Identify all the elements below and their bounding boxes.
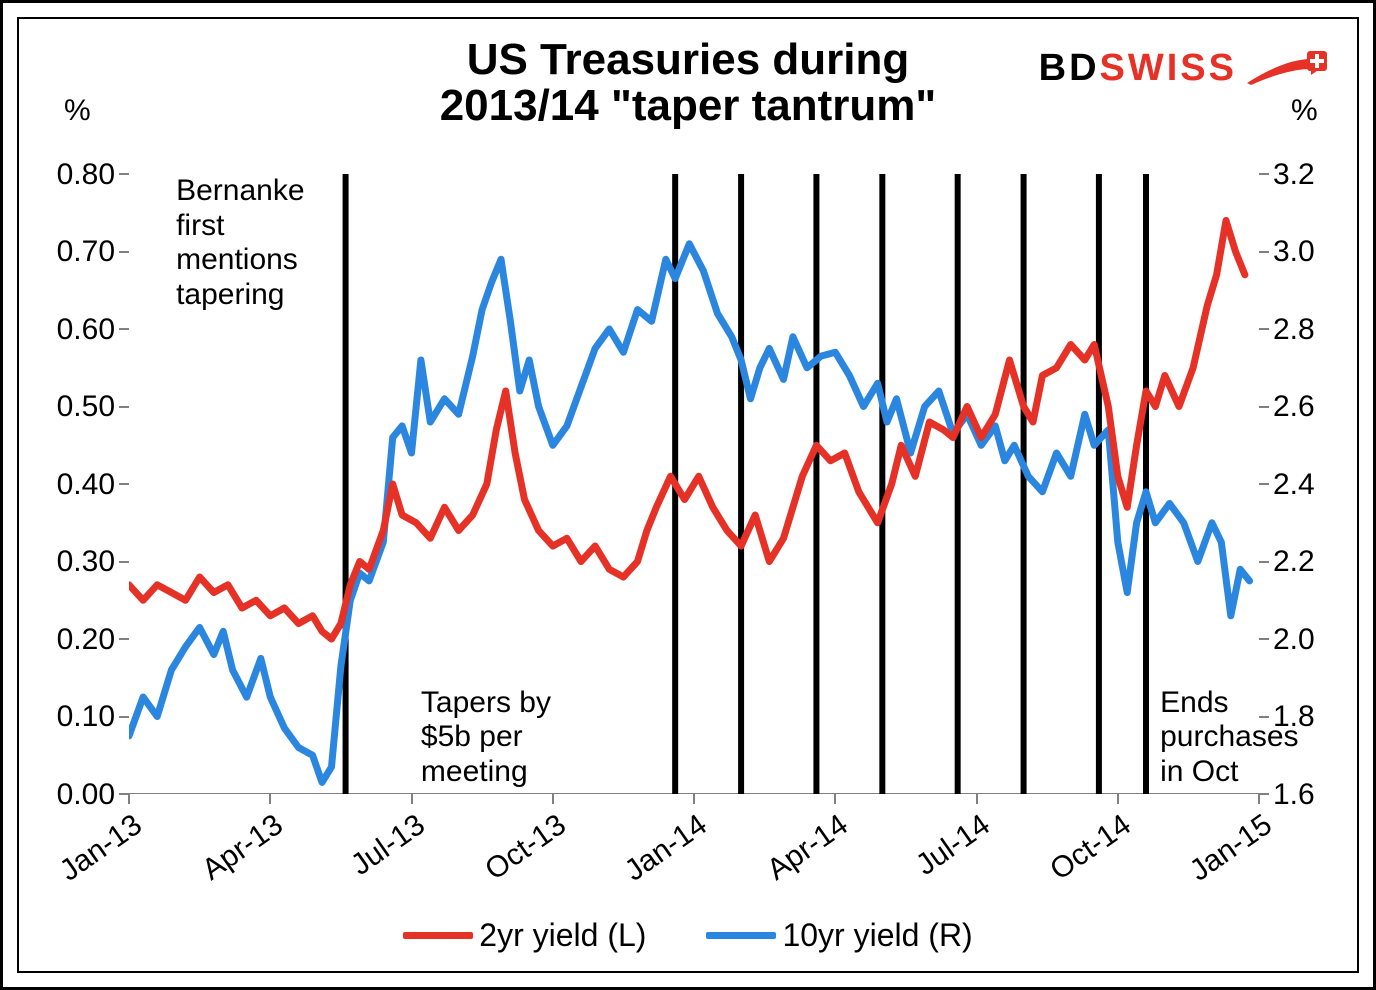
y-left-tick bbox=[119, 406, 129, 408]
y-right-tick bbox=[1259, 328, 1269, 330]
annotation-bernanke: Bernanke first mentions tapering bbox=[176, 174, 304, 312]
y-right-tick bbox=[1259, 793, 1269, 795]
y-left-tick-label: 0.20 bbox=[57, 623, 115, 657]
y-right-tick bbox=[1259, 173, 1269, 175]
y-left-tick bbox=[119, 251, 129, 253]
title-line-2: 2013/14 "taper tantrum" bbox=[19, 83, 1357, 129]
y-left-tick-label: 0.10 bbox=[57, 700, 115, 734]
y-left-tick-label: 0.30 bbox=[57, 545, 115, 579]
x-tick-label: Jan-15 bbox=[1259, 808, 1279, 836]
y-right-tick-label: 2.8 bbox=[1273, 313, 1315, 347]
y-left-tick-label: 0.50 bbox=[57, 390, 115, 424]
brand-swoosh-icon bbox=[1245, 49, 1329, 89]
y-right-tick bbox=[1259, 638, 1269, 640]
annotation-tapers: Tapers by $5b per meeting bbox=[421, 686, 551, 790]
series-10yr bbox=[129, 244, 1250, 783]
y-left-tick-label: 0.00 bbox=[57, 778, 115, 812]
x-tick-label: Oct-14 bbox=[1118, 808, 1138, 836]
legend-label-10y: 10yr yield (R) bbox=[782, 917, 972, 954]
y-right-tick-label: 2.2 bbox=[1273, 545, 1315, 579]
annotation-ends: Ends purchases in Oct bbox=[1160, 686, 1298, 790]
brand-text-swiss: SWISS bbox=[1100, 47, 1237, 90]
x-tick bbox=[552, 794, 554, 804]
y-left-tick bbox=[119, 638, 129, 640]
y-right-tick-label: 2.6 bbox=[1273, 390, 1315, 424]
legend-swatch-10y bbox=[706, 932, 776, 939]
y-left-tick bbox=[119, 173, 129, 175]
chart-frame: US Treasuries during 2013/14 "taper tant… bbox=[17, 17, 1359, 973]
y-right-tick-label: 2.4 bbox=[1273, 468, 1315, 502]
brand-text-bd: BD bbox=[1039, 47, 1100, 90]
x-tick-label: Apr-13 bbox=[270, 808, 290, 836]
y-right-tick bbox=[1259, 406, 1269, 408]
y-left-tick bbox=[119, 716, 129, 718]
x-tick bbox=[834, 794, 836, 804]
right-axis-unit: % bbox=[1291, 94, 1318, 128]
y-right-tick bbox=[1259, 561, 1269, 563]
x-tick-label: Jul-13 bbox=[412, 808, 432, 836]
x-tick-label: Jan-14 bbox=[694, 808, 714, 836]
x-tick bbox=[693, 794, 695, 804]
y-left-tick-label: 0.40 bbox=[57, 468, 115, 502]
y-left-tick-label: 0.70 bbox=[57, 235, 115, 269]
y-right-tick bbox=[1259, 251, 1269, 253]
y-left-tick-label: 0.80 bbox=[57, 158, 115, 192]
x-tick-label: Apr-14 bbox=[835, 808, 855, 836]
legend-label-2y: 2yr yield (L) bbox=[479, 917, 646, 954]
y-left-tick bbox=[119, 561, 129, 563]
y-right-tick-label: 3.0 bbox=[1273, 235, 1315, 269]
legend-item-10y: 10yr yield (R) bbox=[706, 917, 972, 954]
x-tick bbox=[128, 794, 130, 804]
x-tick-label: Jul-14 bbox=[977, 808, 997, 836]
x-tick bbox=[269, 794, 271, 804]
y-right-tick-label: 3.2 bbox=[1273, 158, 1315, 192]
left-axis-unit: % bbox=[64, 94, 91, 128]
y-left-tick bbox=[119, 483, 129, 485]
outer-frame: US Treasuries during 2013/14 "taper tant… bbox=[0, 0, 1376, 990]
legend: 2yr yield (L) 10yr yield (R) bbox=[19, 917, 1357, 954]
x-tick-label: Oct-13 bbox=[553, 808, 573, 836]
x-tick bbox=[411, 794, 413, 804]
y-right-tick-label: 2.0 bbox=[1273, 623, 1315, 657]
y-left-tick-label: 0.60 bbox=[57, 313, 115, 347]
x-tick bbox=[1117, 794, 1119, 804]
y-right-tick bbox=[1259, 483, 1269, 485]
legend-item-2y: 2yr yield (L) bbox=[403, 917, 646, 954]
y-left-tick bbox=[119, 328, 129, 330]
brand-logo: BDSWISS bbox=[1039, 47, 1329, 90]
x-tick-label: Jan-13 bbox=[129, 808, 149, 836]
x-tick bbox=[976, 794, 978, 804]
legend-swatch-2y bbox=[403, 932, 473, 939]
x-tick bbox=[1258, 794, 1260, 804]
